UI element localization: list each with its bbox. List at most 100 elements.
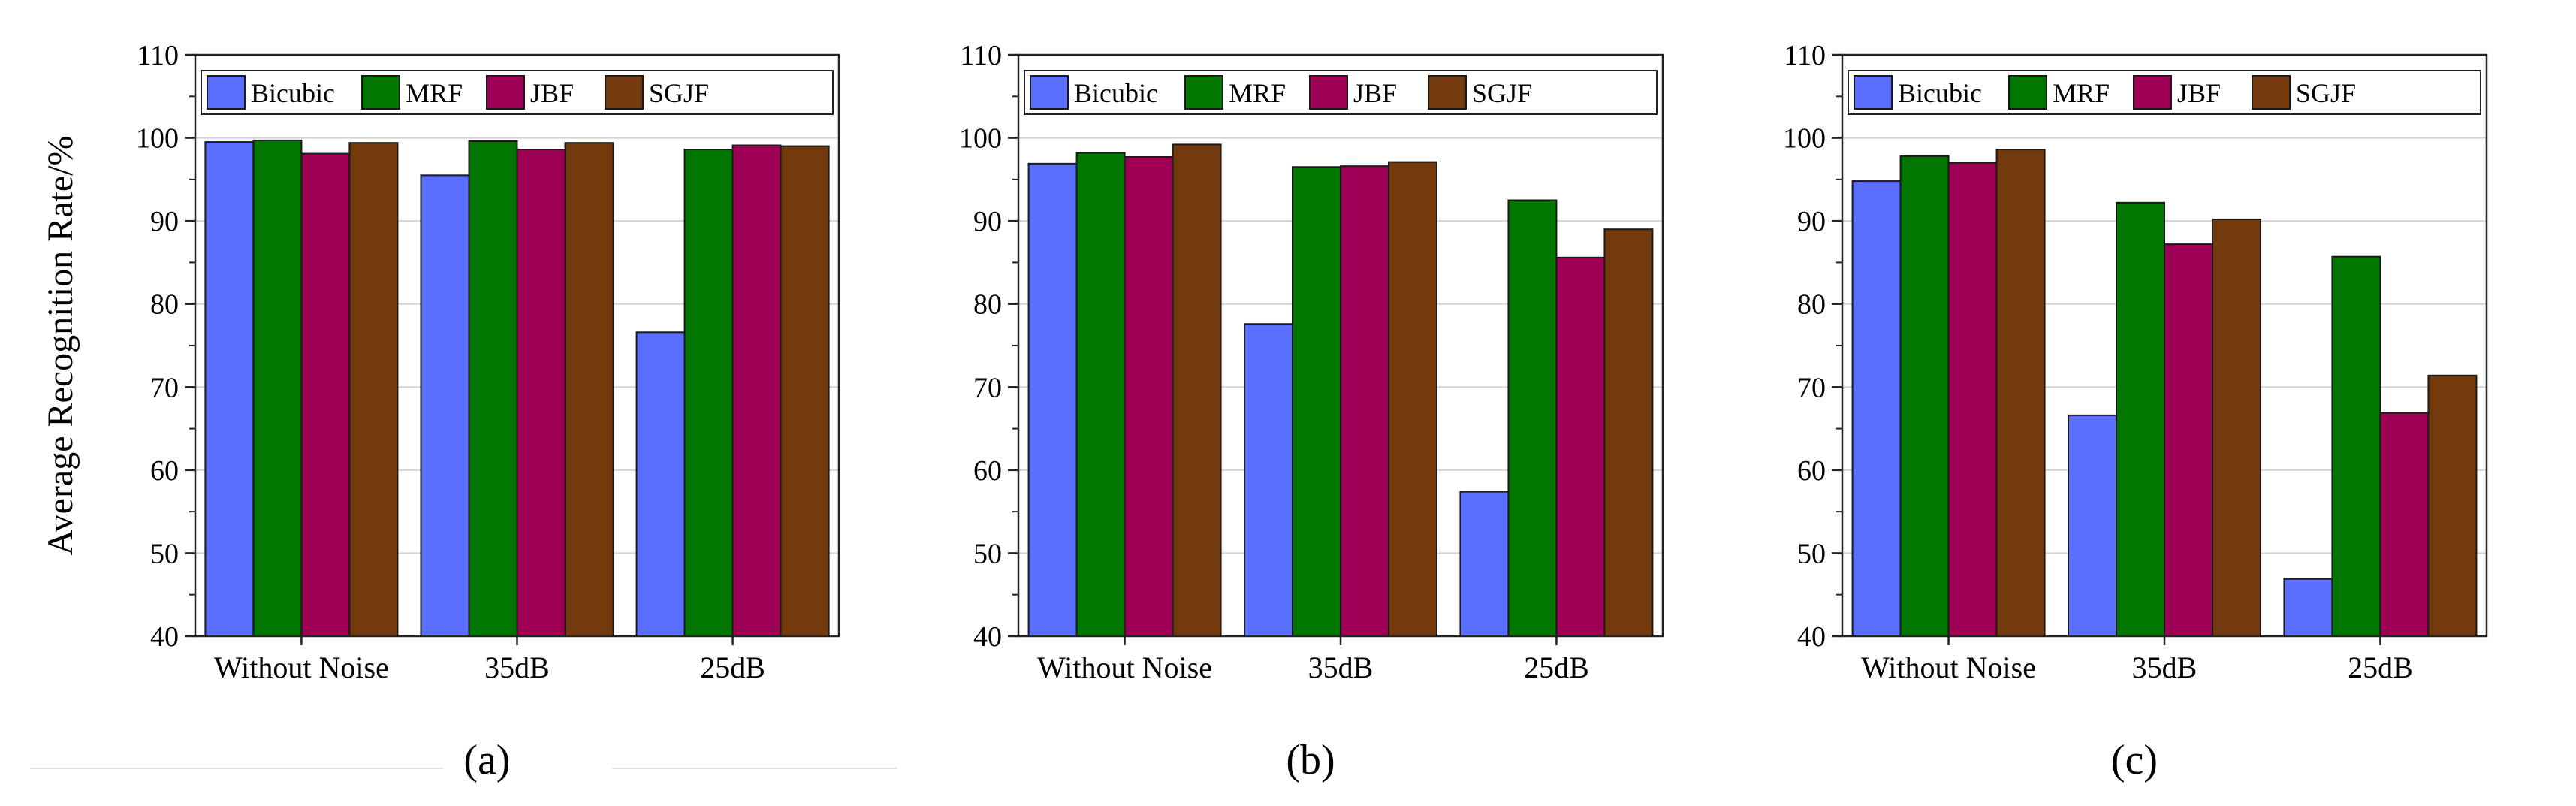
y-axis-ticks: 40 50 60 70 80 90 100 110 bbox=[136, 40, 195, 653]
y-tick-label: 60 bbox=[973, 455, 1002, 487]
bar-bicubic bbox=[1851, 180, 1902, 638]
y-axis-ticks: 40 50 60 70 80 90 100 110 bbox=[1783, 40, 1842, 653]
bar-bicubic bbox=[635, 331, 686, 637]
x-category-label: 25dB bbox=[1524, 651, 1589, 684]
legend-swatch-sgjf bbox=[1428, 75, 1467, 110]
legend-swatch-sgjf bbox=[2252, 75, 2291, 110]
bar-group bbox=[635, 144, 830, 638]
x-category-label: Without Noise bbox=[1037, 651, 1212, 684]
bar-bicubic bbox=[1459, 491, 1510, 637]
bar-bicubic bbox=[2283, 578, 2333, 637]
bar-bicubic bbox=[2068, 414, 2117, 637]
y-tick-label: 100 bbox=[1783, 123, 1826, 155]
legend-label: MRF bbox=[2053, 78, 2110, 108]
legend-label: Bicubic bbox=[1074, 78, 1158, 108]
bar-mrf bbox=[2116, 201, 2165, 637]
y-tick-label: 90 bbox=[150, 206, 179, 237]
bar-sgjf bbox=[2427, 374, 2478, 637]
bar-group bbox=[1027, 143, 1222, 638]
legend-label: Bicubic bbox=[251, 78, 335, 108]
legend-label: Bicubic bbox=[1898, 78, 1982, 108]
x-category-label: 25dB bbox=[700, 651, 765, 684]
bar-jbf bbox=[1947, 162, 1998, 637]
y-tick-label: 50 bbox=[973, 538, 1002, 569]
bar-jbf bbox=[1340, 165, 1389, 637]
legend-swatch-jbf bbox=[486, 75, 525, 110]
bar-mrf bbox=[1075, 152, 1126, 637]
bar-sgjf bbox=[1172, 143, 1222, 638]
y-tick-label: 70 bbox=[973, 372, 1002, 403]
bar-group bbox=[2283, 255, 2478, 637]
x-category-label: 35dB bbox=[484, 651, 550, 684]
bar-group bbox=[1244, 161, 1437, 637]
y-tick-label: 40 bbox=[973, 621, 1002, 653]
y-tick-label: 70 bbox=[1797, 372, 1826, 403]
bar-jbf bbox=[731, 144, 782, 638]
bar-sgjf bbox=[2212, 218, 2261, 637]
bar-group bbox=[204, 139, 399, 638]
y-tick-label: 100 bbox=[136, 123, 179, 155]
legend-label: JBF bbox=[2177, 78, 2221, 108]
legend-label: SGJF bbox=[1472, 78, 1532, 108]
legend-swatch-jbf bbox=[2133, 75, 2172, 110]
legend-swatch-bicubic bbox=[1854, 75, 1893, 110]
legend-swatch-mrf bbox=[361, 75, 400, 110]
y-tick-label: 110 bbox=[137, 40, 179, 71]
bar-group bbox=[1851, 149, 2046, 638]
y-axis-ticks: 40 50 60 70 80 90 100 110 bbox=[959, 40, 1018, 653]
y-tick-label: 80 bbox=[150, 289, 179, 321]
y-tick-label: 110 bbox=[1784, 40, 1826, 71]
y-tick-label: 100 bbox=[959, 123, 1002, 155]
legend-label: JBF bbox=[1353, 78, 1397, 108]
bar-group bbox=[1459, 199, 1654, 637]
panel-label: (b) bbox=[1286, 737, 1335, 783]
bar-sgjf bbox=[780, 145, 830, 637]
bar-mrf bbox=[468, 140, 518, 638]
bar-mrf bbox=[252, 139, 303, 638]
y-tick-label: 60 bbox=[150, 455, 179, 487]
bar-mrf bbox=[1507, 199, 1558, 637]
bar-jbf bbox=[1124, 156, 1174, 637]
bar-sgjf bbox=[348, 142, 399, 638]
y-tick-label: 70 bbox=[150, 372, 179, 403]
legend-swatch-bicubic bbox=[207, 75, 246, 110]
bar-mrf bbox=[2331, 255, 2381, 637]
legend-swatch-mrf bbox=[1184, 75, 1223, 110]
x-category-label: Without Noise bbox=[1861, 651, 2036, 684]
x-category-label: 25dB bbox=[2348, 651, 2413, 684]
y-tick-label: 90 bbox=[1797, 206, 1826, 237]
x-axis-ticks: Without Noise 35dB 25dB bbox=[1037, 636, 1589, 684]
legend-label: JBF bbox=[530, 78, 574, 108]
bar-mrf bbox=[1292, 166, 1341, 637]
y-tick-label: 50 bbox=[1797, 538, 1826, 569]
bar-sgjf bbox=[564, 142, 614, 638]
panel-label: (a) bbox=[463, 737, 510, 783]
bar-bicubic bbox=[204, 141, 255, 638]
x-category-label: 35dB bbox=[2132, 651, 2197, 684]
panel-label: (c) bbox=[2111, 737, 2158, 783]
chart-panel-b: 40 50 60 70 80 90 100 110 Without Noise 35dB 25dB B… bbox=[959, 40, 1664, 783]
bar-bicubic bbox=[420, 174, 470, 638]
legend-label: MRF bbox=[1229, 78, 1286, 108]
y-tick-label: 60 bbox=[1797, 455, 1826, 487]
legend-label: SGJF bbox=[2296, 78, 2356, 108]
legend-label: SGJF bbox=[649, 78, 709, 108]
y-tick-label: 80 bbox=[973, 289, 1002, 321]
y-tick-label: 110 bbox=[960, 40, 1002, 71]
bar-jbf bbox=[300, 152, 351, 637]
bar-bicubic bbox=[1027, 162, 1078, 637]
legend-label: MRF bbox=[406, 78, 463, 108]
bar-jbf bbox=[2379, 412, 2430, 637]
y-tick-label: 50 bbox=[150, 538, 179, 569]
bar-sgjf bbox=[1388, 161, 1437, 637]
bar-jbf bbox=[1555, 256, 1606, 637]
x-category-label: 35dB bbox=[1308, 651, 1374, 684]
bar-jbf bbox=[516, 149, 566, 637]
bar-mrf bbox=[1899, 155, 1950, 637]
y-tick-label: 40 bbox=[1797, 621, 1826, 653]
chart-panel-c: 40 50 60 70 80 90 100 110 Without Noise 35dB 25dB B… bbox=[1783, 40, 2488, 783]
legend: Bicubic MRF JBF SGJF bbox=[201, 70, 834, 115]
x-axis-ticks: Without Noise 35dB 25dB bbox=[214, 636, 765, 684]
y-tick-label: 40 bbox=[150, 621, 179, 653]
